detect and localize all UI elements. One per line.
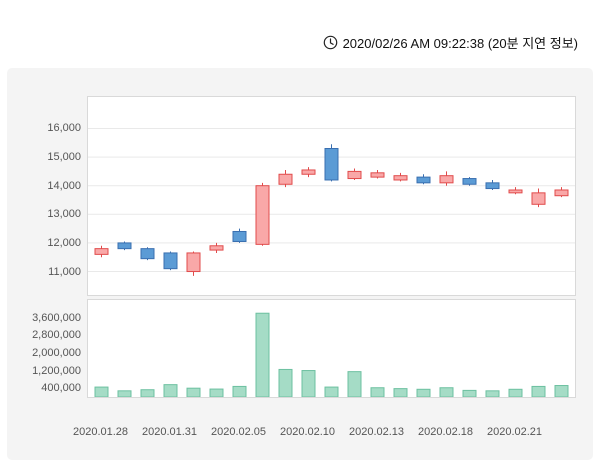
candle-body	[140, 248, 155, 260]
date-tick-label: 2020.02.18	[417, 426, 474, 438]
volume-bar	[347, 371, 362, 397]
chart-panel: 16,000 15,000 14,000 13,000 12,000 11,000 3,6…	[7, 68, 593, 460]
volume-bar	[324, 386, 339, 397]
volume-tick-label: 3,600,000	[32, 311, 81, 324]
volume-bar	[462, 389, 477, 397]
volume-bar	[255, 312, 270, 397]
volume-bar	[439, 387, 454, 397]
date-tick-label: 2020.02.10	[279, 426, 336, 438]
volume-bar	[232, 385, 247, 397]
candle-body	[508, 189, 523, 194]
candle-body	[186, 252, 201, 273]
volume-axis-labels: 3,600,000 2,800,000 2,000,000 1,200,000 400,…	[7, 300, 81, 397]
volume-bar	[508, 388, 523, 397]
candle-body	[255, 185, 270, 245]
date-tick-label: 2020.02.05	[210, 426, 267, 438]
date-tick-label: 2020.01.28	[72, 426, 129, 438]
volume-tick-label: 2,800,000	[32, 329, 81, 342]
volume-tick-label: 1,200,000	[32, 364, 81, 377]
candle-body	[347, 170, 362, 180]
candle-body	[117, 242, 132, 250]
candle-body	[554, 189, 569, 197]
price-tick-label: 14,000	[47, 179, 81, 192]
volume-bar	[485, 390, 500, 397]
price-chart	[87, 96, 576, 296]
candle-body	[232, 230, 247, 242]
volume-bar	[393, 388, 408, 397]
volume-bar	[301, 370, 316, 397]
volume-bar	[186, 387, 201, 397]
candle-body	[393, 175, 408, 181]
volume-tick-label: 400,000	[41, 382, 81, 395]
volume-bar	[117, 390, 132, 397]
candle-body	[94, 248, 109, 255]
volume-tick-label: 2,000,000	[32, 346, 81, 359]
volume-bar	[531, 385, 546, 397]
price-axis-labels: 16,000 15,000 14,000 13,000 12,000 11,000	[7, 97, 81, 295]
candle-body	[301, 169, 316, 175]
price-tick-label: 12,000	[47, 236, 81, 249]
candle-body	[485, 182, 500, 190]
chart-header: 2020/02/26 AM 09:22:38 (20분 지연 정보)	[323, 33, 578, 51]
candle-body	[209, 245, 224, 251]
volume-bar	[370, 387, 385, 397]
volume-bar	[163, 384, 178, 397]
volume-bar	[554, 385, 569, 397]
price-tick-label: 11,000	[48, 265, 81, 278]
candle-body	[462, 178, 477, 185]
candle-body	[370, 172, 385, 178]
date-tick-label: 2020.01.31	[141, 426, 198, 438]
date-tick-label: 2020.02.13	[348, 426, 405, 438]
volume-bar	[278, 368, 293, 397]
volume-bar	[416, 388, 431, 397]
candle-body	[324, 148, 339, 181]
volume-bar	[94, 386, 109, 397]
price-tick-label: 16,000	[47, 122, 81, 135]
timestamp-text: 2020/02/26 AM 09:22:38 (20분 지연 정보)	[342, 35, 578, 51]
candle-body	[439, 175, 454, 184]
price-tick-label: 13,000	[47, 208, 81, 221]
volume-bar	[209, 388, 224, 397]
date-axis-labels: 2020.01.28 2020.01.31 2020.02.05 2020.02.10…	[73, 426, 574, 442]
volume-chart	[87, 299, 576, 398]
candle-body	[163, 252, 178, 270]
clock-icon	[323, 35, 338, 50]
price-tick-label: 15,000	[47, 151, 81, 164]
date-tick-label: 2020.02.21	[486, 426, 543, 438]
candle-body	[416, 176, 431, 184]
candle-body	[531, 192, 546, 205]
candle-body	[278, 173, 293, 185]
volume-bar	[140, 389, 155, 397]
